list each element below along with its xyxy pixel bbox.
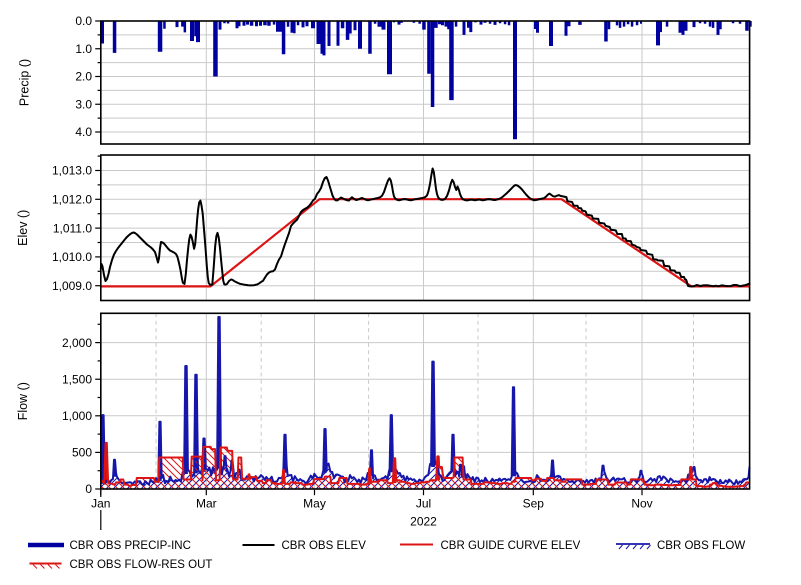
svg-text:1,500: 1,500 xyxy=(62,372,92,386)
svg-text:Precip (): Precip () xyxy=(18,59,32,106)
svg-text:4.0: 4.0 xyxy=(75,125,92,139)
svg-text:3.0: 3.0 xyxy=(75,98,92,112)
svg-text:Elev (): Elev () xyxy=(16,210,30,246)
svg-text:Sep: Sep xyxy=(523,497,545,511)
svg-text:2.0: 2.0 xyxy=(75,70,92,84)
svg-text:Jan: Jan xyxy=(91,497,110,511)
svg-text:1,010.0: 1,010.0 xyxy=(52,250,92,264)
svg-text:CBR OBS ELEV: CBR OBS ELEV xyxy=(282,540,367,552)
svg-text:Mar: Mar xyxy=(196,497,217,511)
svg-text:0: 0 xyxy=(85,482,92,496)
svg-text:CBR OBS PRECIP-INC: CBR OBS PRECIP-INC xyxy=(70,540,191,552)
svg-text:0.0: 0.0 xyxy=(75,14,92,28)
svg-text:May: May xyxy=(303,497,326,511)
svg-text:1,013.0: 1,013.0 xyxy=(52,164,92,178)
svg-text:2,000: 2,000 xyxy=(62,336,92,350)
svg-text:1,011.0: 1,011.0 xyxy=(53,221,92,235)
svg-text:500: 500 xyxy=(72,446,92,460)
svg-text:CBR OBS FLOW-RES OUT: CBR OBS FLOW-RES OUT xyxy=(70,559,213,571)
svg-text:CBR GUIDE CURVE ELEV: CBR GUIDE CURVE ELEV xyxy=(441,540,581,552)
svg-text:1,000: 1,000 xyxy=(62,409,92,423)
svg-text:Nov: Nov xyxy=(631,497,652,511)
svg-text:Jul: Jul xyxy=(416,497,431,511)
svg-text:CBR OBS FLOW: CBR OBS FLOW xyxy=(657,540,745,552)
svg-text:1.0: 1.0 xyxy=(75,42,92,56)
svg-text:2022: 2022 xyxy=(410,515,437,529)
svg-text:Flow (): Flow () xyxy=(16,382,30,420)
svg-text:1,012.0: 1,012.0 xyxy=(52,193,92,207)
svg-text:1,009.0: 1,009.0 xyxy=(52,279,92,293)
